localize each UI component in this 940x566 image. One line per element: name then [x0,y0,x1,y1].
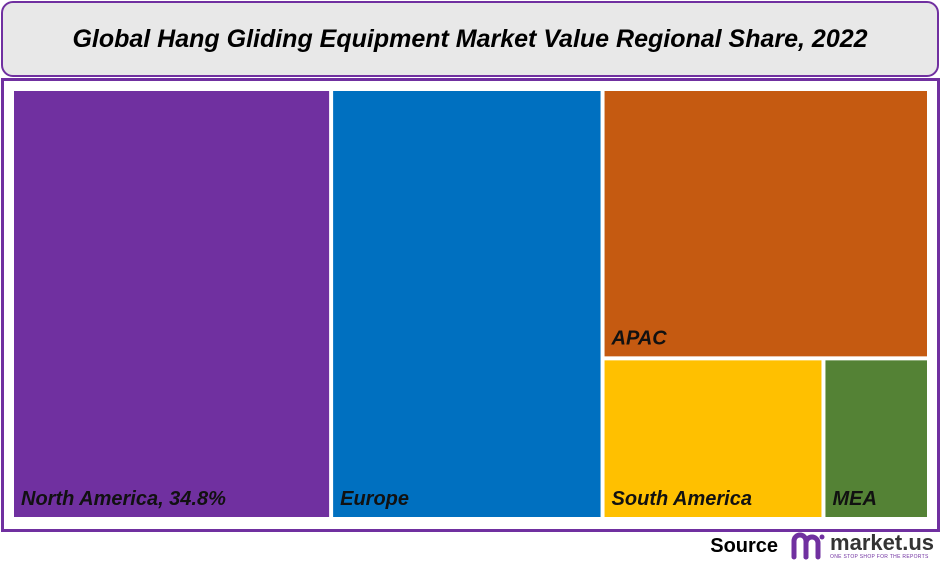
treemap-tile-europe [333,91,601,517]
treemap-label-south-america: South America [612,488,752,510]
treemap-label-apac: APAC [611,327,668,349]
chart-title: Global Hang Gliding Equipment Market Val… [72,24,868,53]
treemap-frame: North America, 34.8% Europe APAC South Amer… [1,78,940,532]
treemap-label-mea: MEA [832,488,876,510]
treemap-chart: North America, 34.8% Europe APAC South Amer… [14,91,927,517]
treemap-label-europe: Europe [340,488,409,510]
brand-name: market.us [830,530,934,555]
treemap-tile-mea [825,360,927,517]
market-us-logo: market.us ONE STOP SHOP FOR THE REPORTS [790,531,934,561]
source-footer: Source market.us ONE STOP SHOP FOR THE R… [710,528,934,564]
treemap-tile-apac [604,91,927,357]
treemap-tile-south-america [604,360,822,517]
brand-tagline: ONE STOP SHOP FOR THE REPORTS [830,554,929,560]
treemap-tile-north-america [14,91,330,517]
market-us-logo-icon [791,532,825,560]
chart-title-box: Global Hang Gliding Equipment Market Val… [1,1,939,77]
source-label: Source [710,534,779,557]
treemap-label-north-america: North America, 34.8% [21,488,226,510]
